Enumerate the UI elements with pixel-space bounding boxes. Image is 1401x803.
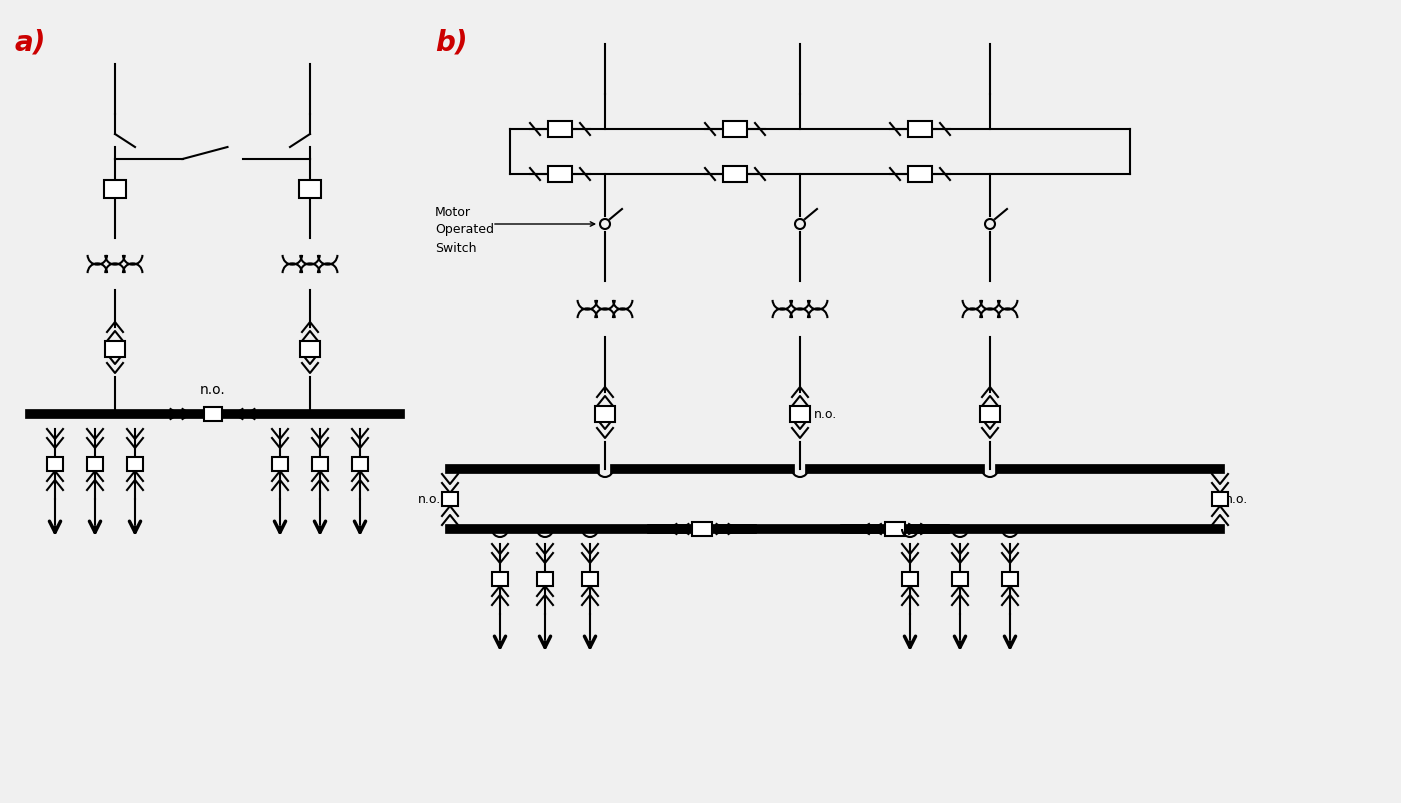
Bar: [548, 167, 572, 183]
Bar: [908, 167, 932, 183]
Bar: [537, 573, 553, 586]
Bar: [272, 458, 289, 471]
Bar: [104, 181, 126, 199]
Bar: [300, 341, 319, 357]
Text: n.o.: n.o.: [199, 382, 226, 397]
Bar: [595, 406, 615, 422]
Text: n.o.: n.o.: [814, 408, 838, 421]
Bar: [581, 573, 598, 586]
Text: n.o.: n.o.: [1224, 493, 1248, 506]
Bar: [127, 458, 143, 471]
Bar: [692, 522, 713, 536]
Bar: [548, 122, 572, 138]
Bar: [441, 492, 458, 507]
Bar: [723, 167, 747, 183]
Text: b): b): [434, 28, 468, 56]
Text: Motor
Operated
Switch: Motor Operated Switch: [434, 206, 495, 255]
Bar: [953, 573, 968, 586]
Text: a): a): [15, 28, 46, 56]
Bar: [203, 407, 221, 422]
Bar: [298, 181, 321, 199]
Bar: [885, 522, 905, 536]
Bar: [1212, 492, 1229, 507]
Bar: [492, 573, 509, 586]
Bar: [105, 341, 125, 357]
Bar: [352, 458, 368, 471]
Text: n.o.: n.o.: [417, 493, 441, 506]
Bar: [312, 458, 328, 471]
Bar: [908, 122, 932, 138]
Bar: [48, 458, 63, 471]
Bar: [902, 573, 918, 586]
Bar: [981, 406, 1000, 422]
Bar: [790, 406, 810, 422]
Bar: [87, 458, 104, 471]
Bar: [723, 122, 747, 138]
Bar: [1002, 573, 1019, 586]
